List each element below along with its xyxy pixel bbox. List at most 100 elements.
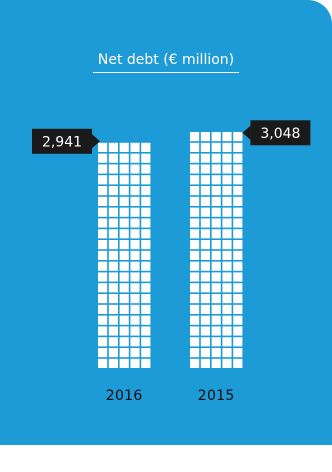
bar-cell xyxy=(98,164,108,174)
bar-cell xyxy=(200,337,210,347)
bar-cell xyxy=(211,175,221,185)
bar-cell xyxy=(130,250,140,260)
bar-cell xyxy=(130,326,140,336)
bar-cell xyxy=(200,186,210,196)
bar-cell xyxy=(98,315,108,325)
bar-cell xyxy=(119,207,129,217)
bar-cell xyxy=(108,294,118,304)
bar-cell xyxy=(190,218,200,228)
bar-cell xyxy=(200,153,210,163)
bar-cell xyxy=(119,164,129,174)
bar-cell xyxy=(200,229,210,239)
bar-cell xyxy=(190,326,200,336)
bar-cell xyxy=(141,186,151,196)
bar-cell xyxy=(119,229,129,239)
bar-cell xyxy=(98,186,108,196)
bar-cell xyxy=(211,304,221,314)
bar-cell xyxy=(130,218,140,228)
bar-cell xyxy=(190,196,200,206)
category-label-2016: 2016 xyxy=(106,388,143,404)
bar-cell xyxy=(130,315,140,325)
bar-cell xyxy=(141,229,151,239)
bar-cell xyxy=(119,304,129,314)
bar-cell xyxy=(108,175,118,185)
bar-cell xyxy=(141,326,151,336)
bar-cell xyxy=(98,283,108,293)
bar-cell xyxy=(233,196,243,206)
bar-cell xyxy=(211,207,221,217)
bar-cell xyxy=(190,240,200,250)
bar-cell xyxy=(200,142,210,152)
bar-cell xyxy=(222,142,232,152)
bar-cell xyxy=(130,207,140,217)
bar-cell xyxy=(233,315,243,325)
bar-cell xyxy=(222,164,232,174)
bar-cell xyxy=(222,175,232,185)
bar-cell xyxy=(108,142,118,152)
bar-cell xyxy=(211,294,221,304)
bar-cell xyxy=(108,348,118,358)
bar-cell xyxy=(130,240,140,250)
bar-cell xyxy=(190,348,200,358)
bar-cell xyxy=(119,337,129,347)
bar-cell xyxy=(98,142,108,152)
bar-cell xyxy=(222,207,232,217)
bar-cell xyxy=(200,175,210,185)
bar-cell xyxy=(98,229,108,239)
bar-cell xyxy=(130,196,140,206)
bar-cell xyxy=(119,196,129,206)
bar-cell xyxy=(98,294,108,304)
bar-cell xyxy=(141,240,151,250)
bar-cell xyxy=(200,207,210,217)
bar-cell xyxy=(211,272,221,282)
bar-cell xyxy=(130,175,140,185)
bar-cell xyxy=(130,142,140,152)
bar-cell xyxy=(211,337,221,347)
bar-cell xyxy=(130,304,140,314)
bar-cell xyxy=(190,207,200,217)
bar-cell xyxy=(119,218,129,228)
bar-cell xyxy=(233,207,243,217)
bar-cell xyxy=(130,153,140,163)
bar-2015 xyxy=(190,132,243,368)
bar-cell xyxy=(141,153,151,163)
bar-cell xyxy=(233,304,243,314)
bar-cell xyxy=(119,283,129,293)
bar-cell xyxy=(98,261,108,271)
bar-cell xyxy=(98,175,108,185)
bar-cell xyxy=(233,186,243,196)
bar-cell xyxy=(141,175,151,185)
bar-cell xyxy=(190,153,200,163)
bar-cell xyxy=(200,304,210,314)
value-callout-2015: 3,048 xyxy=(242,120,311,146)
bar-cell xyxy=(141,304,151,314)
bar-cell xyxy=(98,272,108,282)
bar-cell xyxy=(233,283,243,293)
bar-cell xyxy=(233,218,243,228)
bar-cell xyxy=(222,337,232,347)
bar-cell xyxy=(130,283,140,293)
bar-cell xyxy=(211,142,221,152)
bar-cell xyxy=(190,294,200,304)
bar-cell xyxy=(119,186,129,196)
bar-cell xyxy=(233,326,243,336)
bar-cell xyxy=(211,218,221,228)
bar-cell xyxy=(141,294,151,304)
bar-cell xyxy=(233,240,243,250)
bar-cell xyxy=(108,261,118,271)
bar-cell xyxy=(130,294,140,304)
bar-cell xyxy=(233,272,243,282)
bar-cell xyxy=(222,304,232,314)
bar-cell xyxy=(233,294,243,304)
bar-cell xyxy=(119,261,129,271)
bar-cell xyxy=(108,326,118,336)
bar-cell xyxy=(190,358,200,368)
bar-cell xyxy=(211,348,221,358)
bar-cell xyxy=(108,272,118,282)
bar-cell xyxy=(98,207,108,217)
bar-cell xyxy=(130,261,140,271)
bar-cell xyxy=(222,272,232,282)
bar-cell xyxy=(108,283,118,293)
bar-cell xyxy=(211,153,221,163)
bar-cell xyxy=(200,272,210,282)
